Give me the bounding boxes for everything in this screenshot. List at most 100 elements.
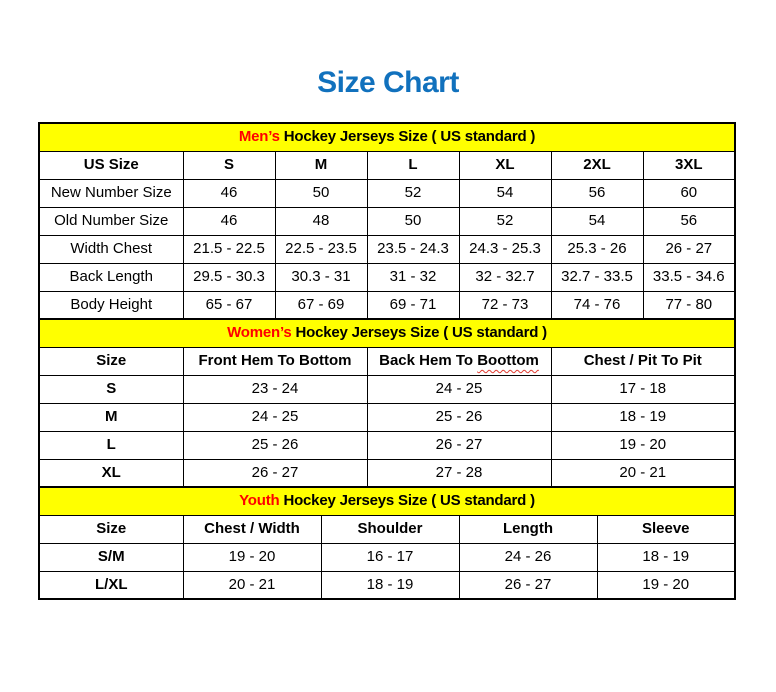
mens-value-cell: 23.5 - 24.3 <box>366 234 460 264</box>
page-title: Size Chart <box>317 66 459 99</box>
mens-band-text: Hockey Jerseys Size ( US standard ) <box>283 128 536 145</box>
womens-row-s: S 23 - 24 24 - 25 17 - 18 <box>38 374 736 404</box>
womens-value-cell: 23 - 24 <box>182 374 368 404</box>
mens-row-label: Width Chest <box>38 234 184 264</box>
mens-value-cell: 33.5 - 34.6 <box>642 262 736 292</box>
womens-value-cell: 20 - 21 <box>550 458 736 488</box>
womens-row-m: M 24 - 25 25 - 26 18 - 19 <box>38 402 736 432</box>
mens-value-cell: 26 - 27 <box>642 234 736 264</box>
mens-value-cell: 21.5 - 22.5 <box>182 234 276 264</box>
youth-column-header-chest-width: Chest / Width <box>182 514 322 544</box>
mens-column-header-us-size: US Size <box>38 150 184 180</box>
womens-column-header-front-hem: Front Hem To Bottom <box>182 346 368 376</box>
mens-value-cell: 24.3 - 25.3 <box>458 234 552 264</box>
mens-value-cell: 46 <box>182 206 276 236</box>
youth-size-label: L/XL <box>38 570 184 600</box>
mens-size-table: Men’s Hockey Jerseys Size ( US standard … <box>38 122 737 320</box>
mens-value-cell: 74 - 76 <box>550 290 644 320</box>
mens-value-cell: 22.5 - 23.5 <box>274 234 368 264</box>
womens-value-cell: 26 - 27 <box>182 458 368 488</box>
mens-column-header-m: M <box>274 150 368 180</box>
youth-size-table: Youth Hockey Jerseys Size ( US standard … <box>38 486 736 600</box>
mens-row-label: Back Length <box>38 262 184 292</box>
mens-value-cell: 50 <box>366 206 460 236</box>
womens-size-label: S <box>38 374 184 404</box>
mens-row-new-number-size: New Number Size 46 50 52 54 56 60 <box>38 178 736 208</box>
womens-value-cell: 25 - 26 <box>366 402 552 432</box>
mens-value-cell: 30.3 - 31 <box>274 262 368 292</box>
mens-band-highlight: Men’s <box>238 128 280 145</box>
mens-column-header-l: L <box>366 150 460 180</box>
mens-row-label: Old Number Size <box>38 206 184 236</box>
mens-value-cell: 77 - 80 <box>642 290 736 320</box>
mens-row-width-chest: Width Chest 21.5 - 22.5 22.5 - 23.5 23.5… <box>38 234 736 264</box>
womens-value-cell: 25 - 26 <box>182 430 368 460</box>
mens-value-cell: 31 - 32 <box>366 262 460 292</box>
womens-column-header-back-hem: Back Hem To Boottom <box>366 346 552 376</box>
womens-size-label: XL <box>38 458 184 488</box>
mens-row-label: Body Height <box>38 290 184 320</box>
size-tables-container: Men’s Hockey Jerseys Size ( US standard … <box>38 122 737 600</box>
mens-value-cell: 32 - 32.7 <box>458 262 552 292</box>
back-hem-prefix: Back Hem To <box>379 351 474 369</box>
mens-value-cell: 50 <box>274 178 368 208</box>
womens-size-table: Women’s Hockey Jerseys Size ( US standar… <box>38 318 736 488</box>
womens-value-cell: 17 - 18 <box>550 374 736 404</box>
womens-value-cell: 24 - 25 <box>182 402 368 432</box>
womens-header-row: Size Front Hem To Bottom Back Hem To Boo… <box>38 346 736 376</box>
youth-header-row: Size Chest / Width Shoulder Length Sleev… <box>38 514 736 544</box>
womens-table-band: Women’s Hockey Jerseys Size ( US standar… <box>38 318 736 348</box>
mens-value-cell: 67 - 69 <box>274 290 368 320</box>
mens-value-cell: 56 <box>550 178 644 208</box>
mens-value-cell: 48 <box>274 206 368 236</box>
mens-value-cell: 56 <box>642 206 736 236</box>
mens-value-cell: 60 <box>642 178 736 208</box>
mens-header-row: US Size S M L XL 2XL 3XL <box>38 150 736 180</box>
womens-column-header-chest: Chest / Pit To Pit <box>550 346 736 376</box>
womens-band-text: Hockey Jerseys Size ( US standard ) <box>295 324 547 341</box>
youth-value-cell: 24 - 26 <box>458 542 598 572</box>
womens-value-cell: 18 - 19 <box>550 402 736 432</box>
youth-size-label: S/M <box>38 542 184 572</box>
youth-value-cell: 16 - 17 <box>320 542 460 572</box>
mens-column-header-3xl: 3XL <box>642 150 736 180</box>
mens-value-cell: 72 - 73 <box>458 290 552 320</box>
mens-column-header-s: S <box>182 150 276 180</box>
mens-value-cell: 69 - 71 <box>366 290 460 320</box>
mens-value-cell: 29.5 - 30.3 <box>182 262 276 292</box>
youth-value-cell: 18 - 19 <box>596 542 736 572</box>
youth-value-cell: 19 - 20 <box>596 570 736 600</box>
mens-value-cell: 54 <box>458 178 552 208</box>
mens-table-band: Men’s Hockey Jerseys Size ( US standard … <box>38 122 736 152</box>
womens-column-header-size: Size <box>38 346 184 376</box>
youth-band-highlight: Youth <box>239 492 280 509</box>
womens-size-label: M <box>38 402 184 432</box>
mens-value-cell: 52 <box>366 178 460 208</box>
mens-column-header-xl: XL <box>458 150 552 180</box>
womens-value-cell: 27 - 28 <box>366 458 552 488</box>
back-hem-misspelled-word: Boottom <box>477 351 539 369</box>
youth-row-sm: S/M 19 - 20 16 - 17 24 - 26 18 - 19 <box>38 542 736 572</box>
mens-band-row: Men’s Hockey Jerseys Size ( US standard … <box>38 122 736 152</box>
mens-value-cell: 25.3 - 26 <box>550 234 644 264</box>
youth-value-cell: 18 - 19 <box>320 570 460 600</box>
youth-value-cell: 20 - 21 <box>182 570 322 600</box>
youth-row-lxl: L/XL 20 - 21 18 - 19 26 - 27 19 - 20 <box>38 570 736 600</box>
youth-column-header-sleeve: Sleeve <box>596 514 736 544</box>
mens-column-header-2xl: 2XL <box>550 150 644 180</box>
youth-band-text: Hockey Jerseys Size ( US standard ) <box>283 492 535 509</box>
youth-column-header-size: Size <box>38 514 184 544</box>
mens-row-body-height: Body Height 65 - 67 67 - 69 69 - 71 72 -… <box>38 290 736 320</box>
womens-value-cell: 26 - 27 <box>366 430 552 460</box>
mens-value-cell: 32.7 - 33.5 <box>550 262 644 292</box>
womens-band-highlight: Women’s <box>227 324 292 341</box>
youth-column-header-length: Length <box>458 514 598 544</box>
mens-value-cell: 54 <box>550 206 644 236</box>
mens-row-label: New Number Size <box>38 178 184 208</box>
youth-band-row: Youth Hockey Jerseys Size ( US standard … <box>38 486 736 516</box>
mens-value-cell: 65 - 67 <box>182 290 276 320</box>
womens-row-l: L 25 - 26 26 - 27 19 - 20 <box>38 430 736 460</box>
mens-row-old-number-size: Old Number Size 46 48 50 52 54 56 <box>38 206 736 236</box>
youth-column-header-shoulder: Shoulder <box>320 514 460 544</box>
womens-value-cell: 19 - 20 <box>550 430 736 460</box>
